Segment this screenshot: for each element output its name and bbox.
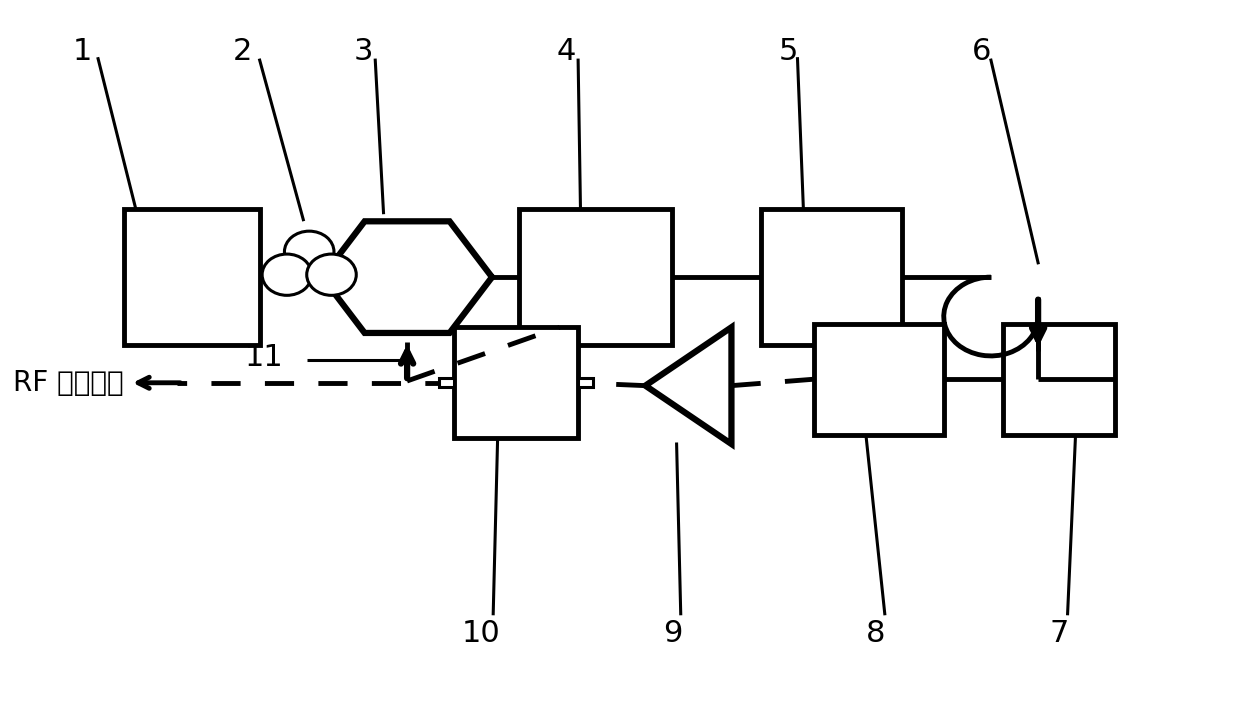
Text: 1: 1 (73, 37, 93, 66)
Text: 10: 10 (463, 619, 501, 648)
Text: RF 信号输出: RF 信号输出 (14, 369, 124, 397)
Ellipse shape (306, 254, 356, 296)
Text: 5: 5 (779, 37, 797, 66)
Ellipse shape (262, 254, 311, 296)
Text: 6: 6 (972, 37, 991, 66)
Bar (813, 324, 944, 435)
Bar (454, 327, 578, 439)
Bar (439, 378, 454, 388)
Text: 9: 9 (663, 619, 682, 648)
Bar (1003, 324, 1115, 435)
Text: 3: 3 (353, 37, 373, 66)
Text: 4: 4 (557, 37, 577, 66)
Text: 11: 11 (244, 343, 283, 372)
Bar (520, 209, 672, 345)
Bar (578, 378, 594, 388)
Text: 8: 8 (866, 619, 885, 648)
Ellipse shape (284, 231, 334, 273)
Polygon shape (645, 327, 732, 444)
Bar (761, 209, 903, 345)
Text: 7: 7 (1049, 619, 1069, 648)
Bar (124, 209, 259, 345)
Text: 2: 2 (232, 37, 252, 66)
